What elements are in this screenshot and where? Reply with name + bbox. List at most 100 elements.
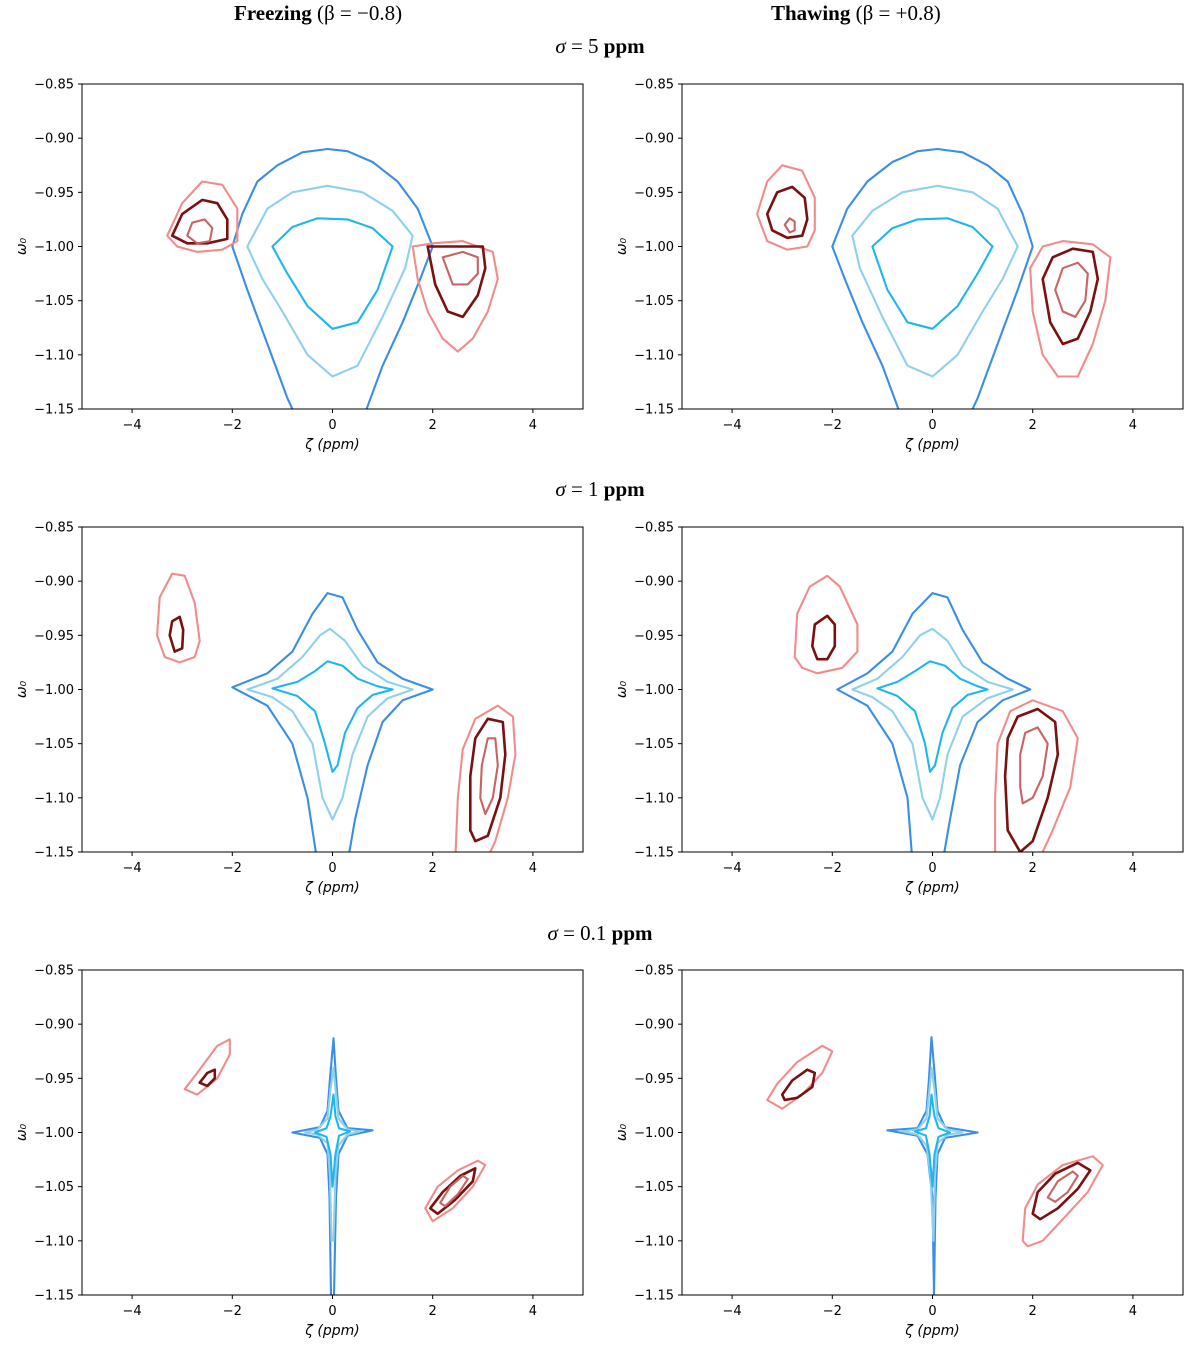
- contour-lines: [793, 574, 1079, 852]
- y-tick-label: −0.90: [34, 1018, 74, 1033]
- y-tick-label: −0.85: [34, 521, 74, 536]
- y-tick-label: −0.90: [634, 575, 674, 590]
- y-tick-label: −1.15: [34, 846, 74, 861]
- y-tick-label: −1.10: [34, 348, 74, 363]
- red-contour-mid: [186, 218, 214, 245]
- y-tick-label: −0.95: [34, 1072, 74, 1087]
- x-axis-label: ζ (ppm): [904, 437, 959, 453]
- red-contour-inner: [1003, 707, 1060, 852]
- y-tick-label: −0.95: [34, 186, 74, 201]
- y-tick-label: −1.00: [634, 240, 674, 255]
- blue-contour-mid: [246, 184, 414, 378]
- red-contour-inner: [198, 1068, 217, 1088]
- y-tick-label: −0.85: [634, 521, 674, 536]
- red-contour-outer: [793, 574, 859, 675]
- x-tick-label: 4: [529, 418, 537, 433]
- x-tick-label: 4: [1129, 418, 1137, 433]
- sigma-value: = 5: [570, 34, 599, 58]
- contour-lines: [156, 572, 517, 852]
- y-tick-label: −0.85: [34, 78, 74, 93]
- sigma-label-row-1: σ = 5 ppm: [0, 34, 1200, 59]
- x-tick-label: 2: [1029, 418, 1037, 433]
- x-tick-label: −4: [123, 418, 142, 433]
- blue-contour-outer: [886, 1036, 979, 1295]
- red-contour-mid: [441, 250, 479, 286]
- blue-contour-mid: [303, 1066, 362, 1242]
- x-axis-label: ζ (ppm): [904, 880, 959, 896]
- blue-contour-mid: [851, 184, 1019, 378]
- sigma-value: = 1: [570, 477, 599, 501]
- y-tick-label: −1.05: [34, 1180, 74, 1195]
- blue-contour-inner: [271, 660, 394, 773]
- blue-contour-mid: [246, 627, 414, 821]
- y-tick-label: −0.95: [634, 629, 674, 644]
- red-contour-outer: [1021, 1155, 1104, 1248]
- contour-panel-thawing-sigma-0.1: −4 −2 0 2 4 −0.85 −0.90 −0.95 −1.00 −1.05 −1.10 −1.…: [614, 964, 1184, 1339]
- y-tick-label: −1.15: [634, 1289, 674, 1304]
- sigma-unit: ppm: [611, 921, 653, 945]
- y-tick-label: −1.15: [634, 846, 674, 861]
- y-tick-label: −0.90: [34, 575, 74, 590]
- red-contour-mid: [1054, 261, 1089, 318]
- y-axis-label: ω₀: [14, 680, 30, 698]
- blue-contour-outer: [231, 147, 434, 409]
- x-tick-label: −2: [223, 418, 242, 433]
- y-tick-label: −1.00: [34, 683, 74, 698]
- x-tick-label: −4: [723, 418, 742, 433]
- y-axis-label: ω₀: [614, 1123, 630, 1141]
- blue-contour-mid: [901, 1066, 964, 1242]
- x-tick-label: 0: [928, 418, 936, 433]
- red-contour-outer: [994, 699, 1079, 852]
- x-tick-label: −4: [723, 861, 742, 876]
- red-contour-mid: [1046, 1170, 1079, 1203]
- axes-frame: [681, 83, 1184, 410]
- x-tick-label: −2: [223, 1304, 242, 1319]
- x-tick-label: 2: [429, 861, 437, 876]
- x-tick-label: 0: [328, 861, 336, 876]
- contour-panel-thawing-sigma-5: −4 −2 0 2 4 −0.85 −0.90 −0.95 −1.00 −1.05 −1.10 −1.…: [614, 78, 1184, 453]
- y-axis-label: ω₀: [14, 1123, 30, 1141]
- y-tick-label: −0.95: [34, 629, 74, 644]
- blue-contour-outer: [291, 1037, 374, 1295]
- x-axis-label: ζ (ppm): [304, 437, 359, 453]
- sigma-symbol: σ: [547, 921, 558, 945]
- red-contour-outer: [766, 1044, 834, 1110]
- blue-contour-outer: [831, 147, 1034, 409]
- red-contour-inner: [780, 1068, 817, 1102]
- y-tick-label: −1.15: [34, 403, 74, 418]
- contour-panel-freezing-sigma-0.1: −4 −2 0 2 4 −0.85 −0.90 −0.95 −1.00 −1.05 −1.10 −1.…: [14, 964, 584, 1339]
- x-tick-label: 4: [1129, 861, 1137, 876]
- x-axis-label: ζ (ppm): [904, 1323, 959, 1339]
- y-tick-label: −1.05: [634, 294, 674, 309]
- x-tick-label: 2: [1029, 1304, 1037, 1319]
- y-tick-label: −1.10: [34, 1234, 74, 1249]
- contour-lines: [183, 1037, 487, 1295]
- contour-lines: [766, 1036, 1104, 1295]
- y-tick-label: −0.90: [634, 132, 674, 147]
- x-tick-label: −4: [123, 861, 142, 876]
- y-tick-label: −1.05: [634, 737, 674, 752]
- x-tick-label: −2: [823, 1304, 842, 1319]
- red-contour-mid: [783, 217, 796, 234]
- axes-frame: [681, 526, 1184, 853]
- red-contour-inner: [428, 1167, 477, 1216]
- red-contour-inner: [1041, 247, 1100, 346]
- blue-contour-inner: [313, 1093, 352, 1188]
- y-axis-label: ω₀: [614, 237, 630, 255]
- y-tick-label: −0.90: [34, 132, 74, 147]
- red-contour-mid: [439, 1174, 469, 1208]
- y-axis-label: ω₀: [614, 680, 630, 698]
- y-tick-label: −1.00: [634, 1126, 674, 1141]
- x-tick-label: −4: [123, 1304, 142, 1319]
- red-contour-outer: [156, 572, 201, 664]
- blue-contour-mid: [851, 627, 1014, 821]
- red-contour-inner: [811, 614, 837, 661]
- sigma-symbol: σ: [555, 477, 566, 501]
- y-axis-label: ω₀: [14, 237, 30, 255]
- sigma-label-row-2: σ = 1 ppm: [0, 477, 1200, 502]
- y-tick-label: −1.10: [34, 791, 74, 806]
- y-tick-label: −1.10: [634, 1234, 674, 1249]
- y-tick-label: −1.05: [634, 1180, 674, 1195]
- contour-lines: [166, 147, 499, 409]
- y-tick-label: −1.15: [634, 403, 674, 418]
